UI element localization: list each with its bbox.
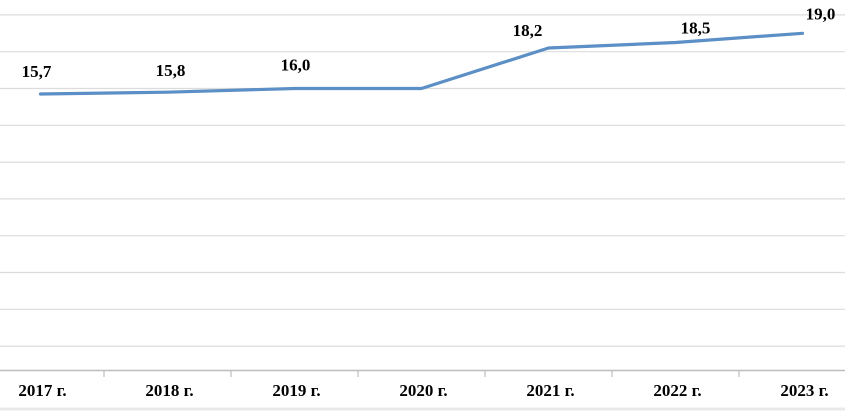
data-point-label: 15,7	[22, 62, 52, 81]
x-axis-category-label: 2018 г.	[145, 381, 193, 400]
data-point-label: 15,8	[156, 61, 186, 80]
x-axis-category-label: 2022 г.	[653, 381, 701, 400]
data-point-label: 19,0	[806, 4, 836, 23]
data-point-label: 18,2	[513, 21, 543, 40]
x-axis-category-label: 2020 г.	[399, 381, 447, 400]
data-point-label: 18,5	[681, 19, 711, 38]
x-axis-category-label: 2017 г.	[18, 381, 66, 400]
data-series-line	[38, 31, 805, 96]
data-point-label: 16,0	[281, 56, 311, 75]
x-axis-category-label: 2023 г.	[780, 381, 828, 400]
x-axis-category-label: 2021 г.	[526, 381, 574, 400]
x-axis-category-label: 2019 г.	[272, 381, 320, 400]
